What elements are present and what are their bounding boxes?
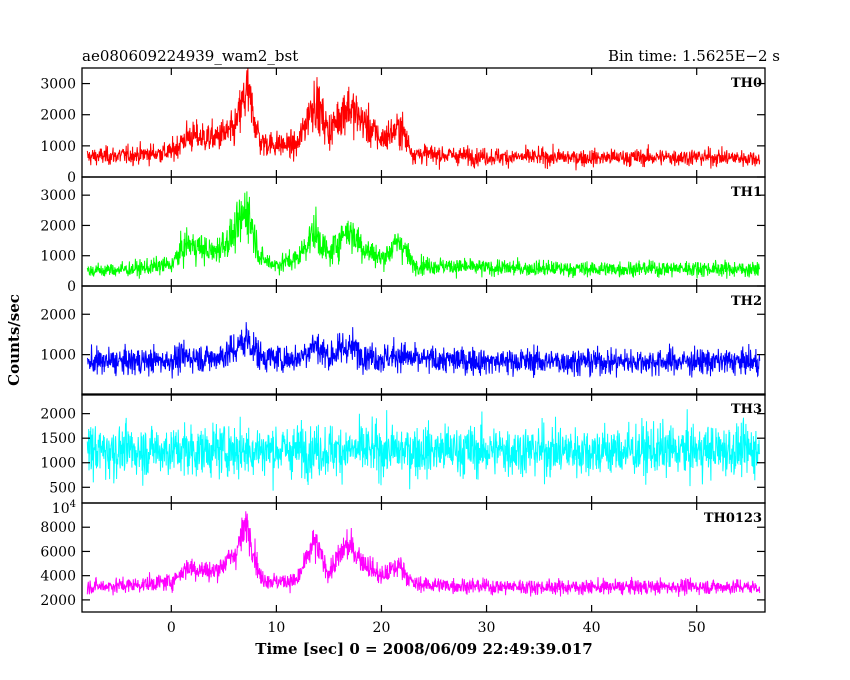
x-tick-label: 50 — [688, 620, 706, 636]
chart-title: ae080609224939_wam2_bst — [82, 47, 298, 65]
panel-name-label: TH0123 — [704, 511, 762, 526]
series-line-th1 — [86, 191, 761, 279]
x-axis: 0 10 20 30 40 50 — [167, 620, 706, 636]
x-tick-label: 40 — [583, 620, 601, 636]
x-tick-label: 10 — [267, 620, 285, 636]
y-tick-label: 2000 — [40, 218, 76, 234]
y-axis-label: Counts/sec — [5, 294, 23, 386]
y-tick-label: 6000 — [40, 544, 76, 560]
y-tick-label: 1000 — [40, 139, 76, 155]
panel-name-label: TH2 — [731, 294, 762, 309]
y-tick-label: 3000 — [40, 77, 76, 93]
x-tick-label: 20 — [373, 620, 391, 636]
y-top-exponent-label: 104 — [52, 499, 76, 517]
panel-th0123: 2000 4000 6000 8000 104 TH0123 — [40, 499, 766, 613]
y-tick-label: 2000 — [40, 407, 76, 423]
y-tick-label: 2000 — [40, 307, 76, 323]
x-axis-label: Time [sec] 0 = 2008/06/09 22:49:39.017 — [255, 640, 592, 658]
y-tick-label: 2000 — [40, 108, 76, 124]
y-tick-label: 0 — [67, 170, 76, 186]
series-line-th0 — [86, 68, 761, 171]
panels-group: 0 1000 2000 3000 TH0 0 1000 2000 3000 TH1 1000 2000… — [40, 67, 766, 613]
y-tick-label: 1000 — [40, 456, 76, 472]
panel-name-label: TH3 — [731, 402, 762, 417]
panel-frame — [81, 67, 766, 178]
x-tick-label: 0 — [167, 620, 176, 636]
y-tick-label: 0 — [67, 279, 76, 295]
panel-frame — [81, 502, 766, 613]
y-tick-label: 1000 — [40, 249, 76, 265]
y-tick-label: 3000 — [40, 188, 76, 204]
y-tick-label: 1500 — [40, 431, 76, 447]
y-tick-label: 8000 — [40, 520, 76, 536]
bin-time-label: Bin time: 1.5625E−2 s — [608, 47, 780, 65]
panel-name-label: TH1 — [731, 185, 762, 200]
panel-th3: 500 1000 1500 2000 TH3 — [40, 393, 766, 504]
panel-th2: 1000 2000 TH2 — [40, 285, 766, 396]
y-tick-label: 2000 — [40, 593, 76, 609]
series-line-th3 — [86, 409, 761, 491]
panel-name-label: TH0 — [731, 76, 762, 91]
series-line-th2 — [86, 322, 761, 379]
panel-th1: 0 1000 2000 3000 TH1 — [40, 176, 766, 295]
y-tick-label: 1000 — [40, 348, 76, 364]
series-line-th0123 — [86, 511, 761, 597]
y-tick-label: 4000 — [40, 569, 76, 585]
x-tick-label: 30 — [478, 620, 496, 636]
y-tick-label: 500 — [49, 480, 76, 496]
panel-th0: 0 1000 2000 3000 TH0 — [40, 67, 766, 186]
panel-frame — [81, 285, 766, 396]
